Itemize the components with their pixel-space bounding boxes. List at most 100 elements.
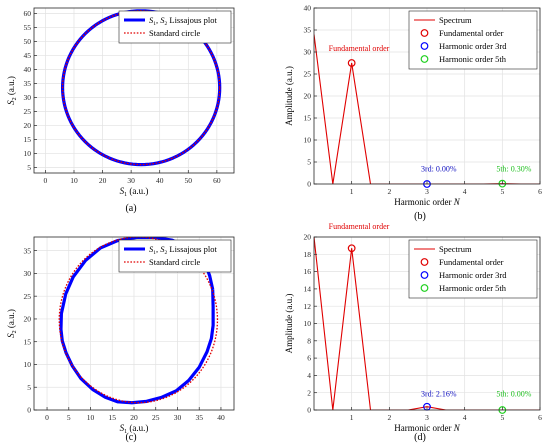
y-tick-label: 20 [304, 92, 312, 101]
y-tick-label: 18 [304, 250, 312, 259]
legend-label: Harmonic order 5th [439, 54, 507, 64]
legend-swatch-marker [420, 258, 429, 266]
y-tick-label: 6 [307, 354, 311, 363]
y-tick-label: 5 [27, 383, 31, 392]
y-tick-label: 20 [304, 233, 312, 242]
x-axis-label: S1 (a.u.) [120, 423, 149, 435]
y-axis-label: Amplitude (a.u.) [284, 66, 294, 126]
data-layer [58, 237, 219, 405]
legend-swatch-marker [420, 55, 429, 63]
y-tick-label: 12 [304, 302, 312, 311]
legend-label: S1, S2 Lissajous plot [149, 244, 217, 256]
legend-label: Fundamental order [439, 257, 504, 267]
legend-entry: Harmonic order 5th [420, 283, 507, 293]
panel-caption: (d) [414, 432, 426, 443]
legend-entry: S1, S2 Lissajous plot [124, 244, 217, 256]
y-tick-label: 25 [24, 292, 32, 301]
fundamental-marker [347, 244, 356, 253]
annotation-3rd: 3rd: 2.16% [421, 390, 457, 399]
y-tick-label: 60 [24, 9, 32, 18]
x-tick-label: 3 [425, 187, 429, 196]
y-axis-label: S2 (a.u.) [6, 309, 18, 338]
legend-label: Harmonic order 5th [439, 283, 507, 293]
x-tick-label: 30 [174, 413, 182, 422]
annotation-5th: 5th: 0.00% [496, 390, 531, 399]
x-tick-label: 0 [45, 413, 49, 422]
x-tick-label: 50 [185, 176, 193, 185]
y-tick-label: 0 [307, 180, 311, 189]
annotation-fundamental: Fundamental order [329, 44, 390, 53]
x-tick-label: 15 [109, 413, 117, 422]
legend-swatch-marker [420, 42, 429, 50]
x-tick-label: 0 [44, 176, 48, 185]
y-tick-label: 40 [304, 4, 312, 13]
legend-entry: Fundamental order [420, 257, 504, 267]
legend-entry: Harmonic order 3rd [420, 270, 507, 280]
y-tick-label: 50 [24, 37, 32, 46]
x-tick-label: 1 [350, 187, 354, 196]
x-tick-label: 60 [213, 176, 221, 185]
y-tick-label: 4 [307, 371, 311, 380]
y-tick-label: 16 [304, 267, 312, 276]
x-tick-label: 30 [127, 176, 135, 185]
legend-swatch-marker [420, 284, 429, 292]
legend: Spectrum Fundamental order Harmonic order … [408, 239, 538, 299]
panel-b: 1 2 3 4 5 6 0 5 10 15 20 25 30 35 40 Harmonic order N Am… [284, 4, 542, 222]
x-tick-label: 25 [152, 413, 160, 422]
y-tick-label: 30 [304, 48, 312, 57]
x-tick-label: 5 [500, 187, 504, 196]
legend-label: Standard circle [149, 28, 200, 38]
legend-entry: S1, S2 Lissajous plot [124, 15, 217, 27]
y-tick-label: 25 [304, 70, 312, 79]
y-tick-label: 30 [24, 269, 32, 278]
legend-box [408, 10, 538, 70]
x-axis-label: Harmonic order N [394, 423, 460, 433]
panel-caption: (c) [125, 432, 136, 443]
x-tick-label: 5 [67, 413, 71, 422]
legend-label: Fundamental order [439, 28, 504, 38]
y-tick-label: 5 [307, 158, 311, 167]
y-tick-label: 35 [304, 26, 312, 35]
y-tick-label: 35 [24, 246, 32, 255]
y-tick-label: 15 [24, 337, 32, 346]
y-tick-label: 10 [304, 136, 312, 145]
y-tick-label: 8 [307, 336, 311, 345]
x-tick-label: 6 [538, 413, 542, 422]
legend-swatch-marker [420, 271, 429, 279]
legend-label: Harmonic order 3rd [439, 41, 507, 51]
x-tick-label: 10 [70, 176, 78, 185]
standard-circle [58, 237, 219, 404]
y-tick-label: 20 [24, 315, 32, 324]
x-tick-label: 20 [130, 413, 138, 422]
legend-entry: Fundamental order [420, 28, 504, 38]
annotation-5th: 5th: 0.30% [496, 164, 531, 173]
legend-label: Spectrum [439, 244, 472, 254]
y-tick-label: 14 [304, 285, 312, 294]
x-tick-label: 4 [463, 187, 467, 196]
y-tick-label: 10 [304, 319, 312, 328]
legend-box [118, 239, 232, 273]
x-tick-label: 20 [99, 176, 107, 185]
annotation-3rd: 3rd: 0.00% [421, 164, 457, 173]
y-tick-label: 10 [24, 149, 32, 158]
legend-label: Standard circle [149, 257, 200, 267]
y-tick-label: 30 [24, 93, 32, 102]
legend-box [408, 239, 538, 299]
legend-label: Spectrum [439, 15, 472, 25]
x-tick-label: 10 [87, 413, 95, 422]
legend-entry: Standard circle [124, 257, 200, 267]
y-tick-label: 55 [24, 23, 32, 32]
x-tick-label: 4 [463, 413, 467, 422]
legend-label: Harmonic order 3rd [439, 270, 507, 280]
y-tick-label: 2 [307, 388, 311, 397]
y-tick-label: 45 [24, 51, 32, 60]
y-axis-label: S2 (a.u.) [6, 76, 18, 105]
y-tick-label: 40 [24, 65, 32, 74]
data-layer [314, 237, 540, 410]
x-tick-label: 1 [350, 413, 354, 422]
x-axis-label: S1 (a.u.) [120, 186, 149, 198]
y-tick-label: 0 [307, 406, 311, 415]
panel-caption: (a) [125, 203, 136, 214]
